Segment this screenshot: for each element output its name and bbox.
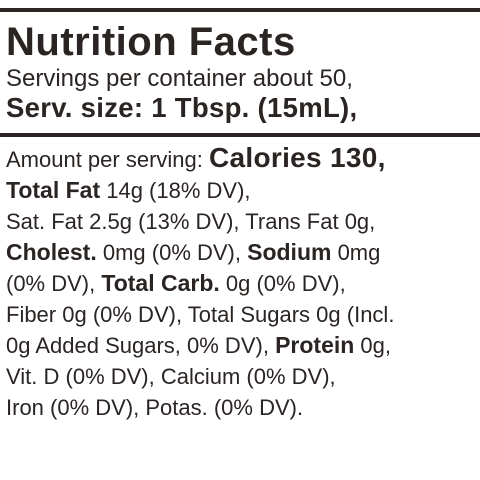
fiber-sugars-line: Fiber 0g (0% DV), Total Sugars 0g (Incl.: [6, 302, 395, 327]
top-rule: [0, 8, 480, 12]
serving-size: Serv. size: 1 Tbsp. (15mL),: [6, 92, 358, 123]
cholesterol-label: Cholest.: [6, 239, 97, 265]
sodium-label: Sodium: [247, 239, 332, 265]
total-fat-line: Total Fat 14g (18% DV),: [6, 175, 480, 206]
vitamin-calcium-line: Vit. D (0% DV), Calcium (0% DV),: [6, 364, 336, 389]
added-sugars: 0g Added Sugars, 0% DV),: [6, 333, 276, 358]
servings-per-container: Servings per container about 50,: [6, 65, 353, 92]
total-fat-label: Total Fat: [6, 177, 101, 203]
nutrition-facts-panel: Nutrition Facts Servings per container a…: [0, 20, 480, 423]
calories-value: Calories 130,: [209, 142, 386, 173]
sat-trans-fat-line: Sat. Fat 2.5g (13% DV), Trans Fat 0g,: [6, 209, 376, 234]
nutrition-facts-title: Nutrition Facts: [6, 20, 296, 64]
sodium-dv: (0% DV),: [6, 271, 102, 296]
protein-label: Protein: [275, 332, 355, 358]
added-sugars-protein-line: 0g Added Sugars, 0% DV), Protein 0g,: [6, 330, 480, 361]
total-fat-value: 14g (18% DV),: [100, 178, 251, 203]
amount-per-serving-label: Amount per serving:: [6, 147, 203, 172]
section-divider: [0, 133, 480, 137]
calories-line: Amount per serving: Calories 130,: [6, 143, 480, 175]
total-carb-label: Total Carb.: [101, 270, 220, 296]
cholesterol-sodium-line: Cholest. 0mg (0% DV), Sodium 0mg: [6, 237, 480, 268]
total-carb-value: 0g (0% DV),: [219, 271, 346, 296]
iron-potassium-line: Iron (0% DV), Potas. (0% DV).: [6, 395, 304, 420]
sodium-value: 0mg: [331, 240, 381, 265]
sodium-dv-carb-line: (0% DV), Total Carb. 0g (0% DV),: [6, 268, 480, 299]
protein-value: 0g,: [354, 333, 391, 358]
cholesterol-value: 0mg (0% DV),: [96, 240, 248, 265]
